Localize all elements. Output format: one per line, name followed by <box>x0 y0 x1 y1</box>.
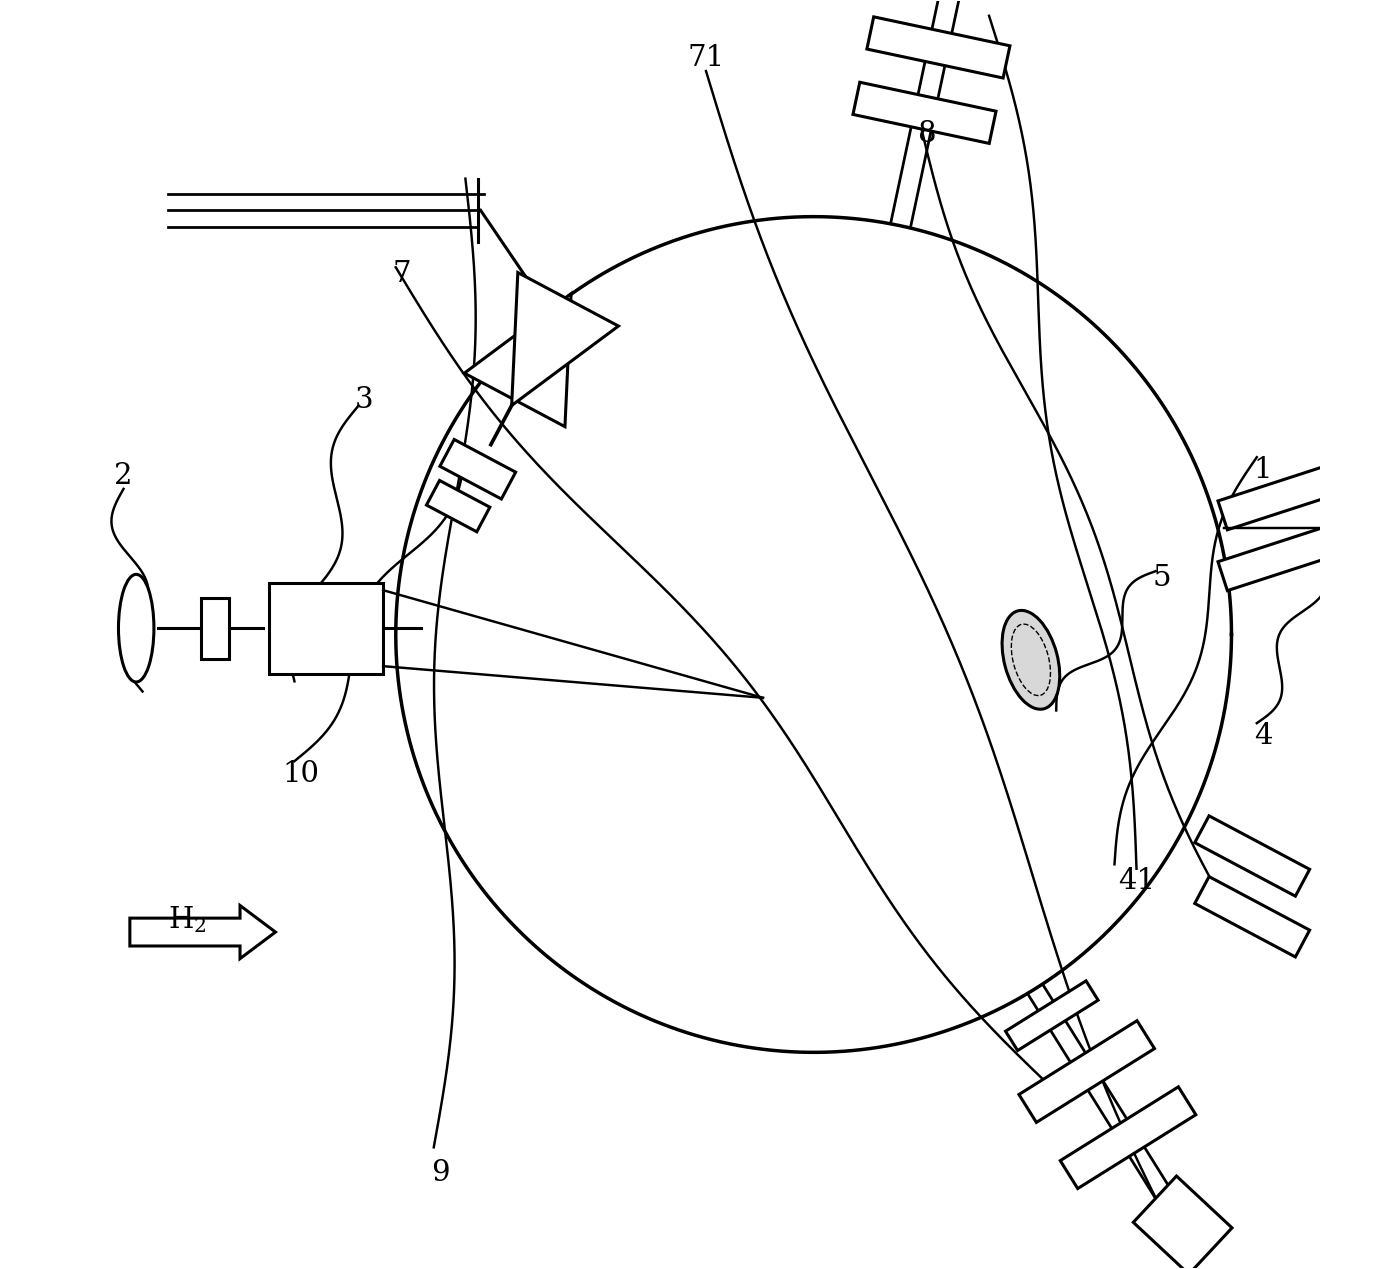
Text: 9: 9 <box>431 1159 449 1187</box>
Polygon shape <box>1195 816 1309 896</box>
Text: 2: 2 <box>114 462 133 490</box>
Text: 7: 7 <box>393 260 411 288</box>
Text: $\mathregular{H_2}$: $\mathregular{H_2}$ <box>168 904 206 935</box>
Polygon shape <box>1006 981 1098 1051</box>
Polygon shape <box>1217 466 1336 530</box>
Polygon shape <box>1195 877 1309 957</box>
Polygon shape <box>1061 1086 1195 1189</box>
Polygon shape <box>511 273 618 406</box>
Text: 71: 71 <box>687 44 724 72</box>
Polygon shape <box>1020 1020 1154 1122</box>
Ellipse shape <box>118 575 154 681</box>
Text: 5: 5 <box>1153 563 1171 591</box>
Text: 41: 41 <box>1118 868 1156 896</box>
Polygon shape <box>440 439 515 499</box>
Text: 8: 8 <box>918 121 937 148</box>
Text: 3: 3 <box>354 386 374 414</box>
FancyArrow shape <box>131 906 275 958</box>
Polygon shape <box>426 481 491 532</box>
Text: 1: 1 <box>1254 456 1272 483</box>
Polygon shape <box>867 16 1010 77</box>
Polygon shape <box>201 598 228 659</box>
Text: 4: 4 <box>1254 722 1272 750</box>
Polygon shape <box>464 293 572 426</box>
Polygon shape <box>1134 1176 1232 1269</box>
Polygon shape <box>269 582 383 674</box>
Polygon shape <box>853 82 996 143</box>
Ellipse shape <box>1002 610 1059 709</box>
Polygon shape <box>1217 527 1336 590</box>
Text: 10: 10 <box>282 760 319 788</box>
